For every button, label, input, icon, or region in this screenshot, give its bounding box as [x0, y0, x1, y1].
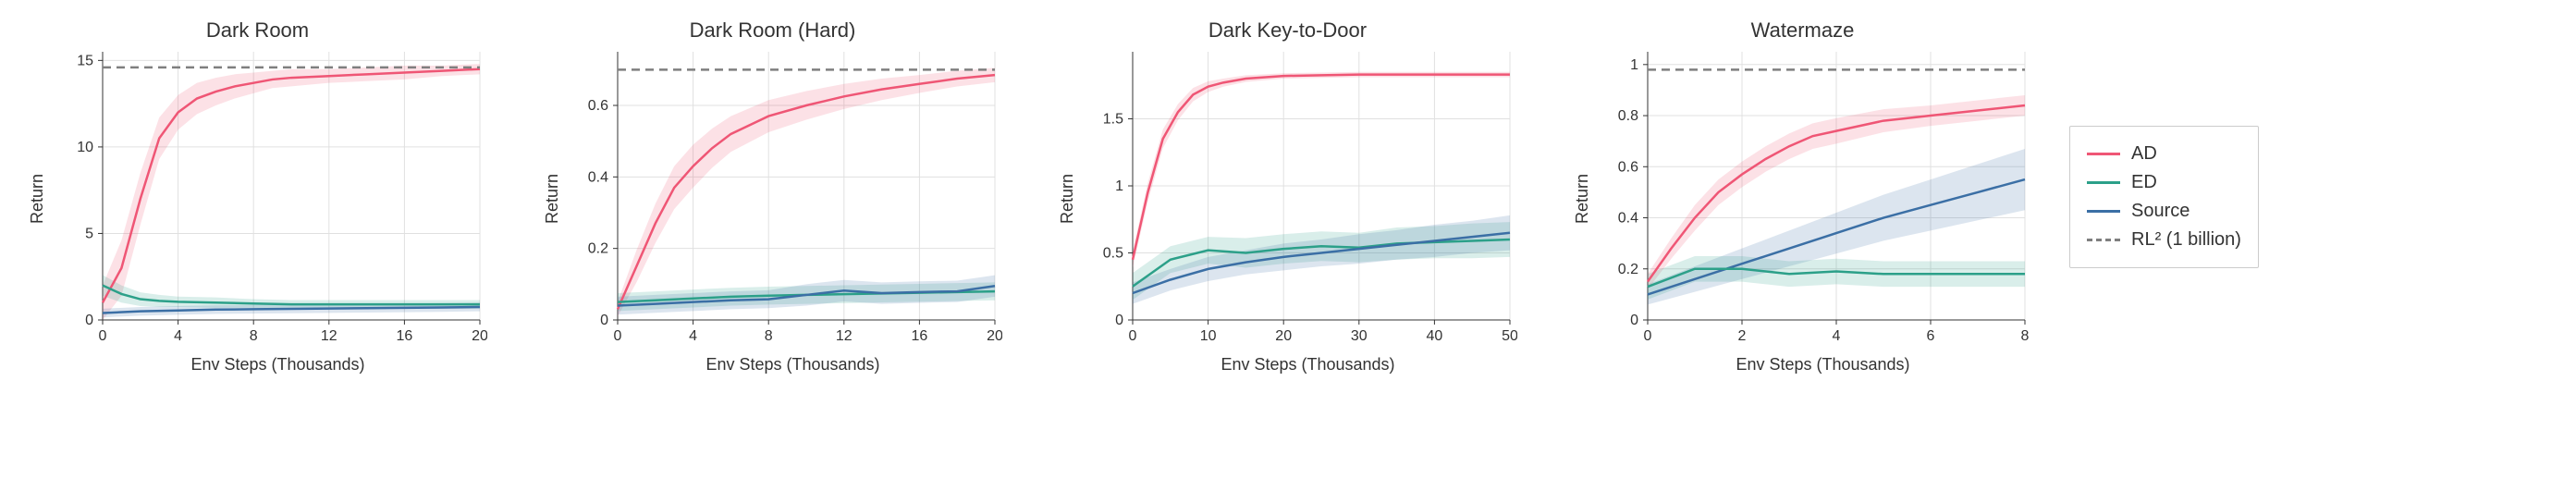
legend-swatch — [2087, 210, 2120, 213]
y-tick-label: 0.2 — [588, 241, 608, 257]
x-tick-label: 30 — [1351, 328, 1368, 344]
x-tick-label: 2 — [1738, 328, 1747, 344]
x-tick-label: 16 — [397, 328, 413, 344]
series-line-ad — [103, 69, 480, 303]
series-band-ad — [103, 64, 480, 320]
y-axis-label: Return — [28, 174, 47, 224]
x-tick-label: 8 — [250, 328, 258, 344]
x-tick-label: 12 — [321, 328, 337, 344]
x-tick-label: 4 — [174, 328, 182, 344]
y-tick-label: 0.5 — [1103, 246, 1123, 262]
chart-dark-room-hard: Dark Room (Hard) Return 0 4 8 12 16 20 0 0.2 0.4 0.… — [543, 18, 1002, 375]
y-tick-label: 0 — [1115, 313, 1123, 328]
legend-swatch — [2087, 153, 2120, 155]
charts-row: Dark RoomReturn048121620051015Env Steps … — [28, 18, 2032, 375]
legend-item-ed: ED — [2087, 168, 2241, 197]
chart-svg: 0 2 4 6 8 0 0.2 0.4 0.6 0.8 1 — [1598, 46, 2032, 351]
x-tick-label: 20 — [987, 328, 1002, 344]
y-tick-label: 15 — [77, 53, 93, 68]
x-tick-label: 0 — [1644, 328, 1652, 344]
x-tick-label: 4 — [689, 328, 697, 344]
x-axis-label: Env Steps (Thousands) — [68, 355, 487, 375]
x-tick-label: 10 — [1200, 328, 1217, 344]
y-tick-label: 1 — [1115, 178, 1123, 194]
x-tick-label: 8 — [765, 328, 773, 344]
legend-swatch — [2087, 239, 2120, 241]
y-axis-label: Return — [1573, 174, 1592, 224]
y-axis-label: Return — [1058, 174, 1077, 224]
legend: AD ED Source RL² (1 billion) — [2069, 126, 2259, 268]
x-tick-label: 0 — [614, 328, 622, 344]
legend-label: AD — [2131, 143, 2157, 165]
legend-item-rl2: RL² (1 billion) — [2087, 226, 2241, 254]
x-tick-label: 6 — [1927, 328, 1935, 344]
x-tick-label: 40 — [1427, 328, 1443, 344]
y-tick-label: 1 — [1630, 57, 1638, 73]
x-tick-label: 12 — [836, 328, 853, 344]
legend-label: Source — [2131, 201, 2190, 222]
x-tick-label: 0 — [1129, 328, 1137, 344]
y-tick-label: 0.4 — [1618, 211, 1638, 227]
x-tick-label: 4 — [1833, 328, 1841, 344]
chart-title: Dark Room (Hard) — [543, 18, 1002, 43]
chart-title: Dark Room — [28, 18, 487, 43]
x-tick-label: 8 — [2021, 328, 2030, 344]
y-axis-label: Return — [543, 174, 562, 224]
x-axis-label: Env Steps (Thousands) — [1098, 355, 1517, 375]
legend-item-ad: AD — [2087, 140, 2241, 168]
chart-svg: 0 4 8 12 16 20 0 0.2 0.4 0.6 — [568, 46, 1002, 351]
x-tick-label: 16 — [912, 328, 928, 344]
chart-svg: 0 10 20 30 40 50 0 0.5 1 1.5 — [1083, 46, 1517, 351]
x-tick-label: 20 — [1275, 328, 1292, 344]
x-axis-label: Env Steps (Thousands) — [1613, 355, 2032, 375]
chart-title: Dark Key-to-Door — [1058, 18, 1517, 43]
x-axis-label: Env Steps (Thousands) — [583, 355, 1002, 375]
x-tick-label: 50 — [1502, 328, 1517, 344]
y-tick-label: 0.6 — [1618, 159, 1638, 175]
x-tick-label: 0 — [99, 328, 107, 344]
y-tick-label: 0 — [1630, 313, 1638, 328]
y-tick-label: 0 — [600, 313, 608, 328]
chart-dark-key-to-door: Dark Key-to-Door Return 0 10 20 30 40 50 0 0.5 1 1.… — [1058, 18, 1517, 375]
chart-dark-room: Dark Room Return 0 4 8 12 16 20 0 5 10 15 Env Steps … — [28, 18, 487, 375]
legend-swatch — [2087, 181, 2120, 184]
y-tick-label: 10 — [77, 140, 93, 155]
y-tick-label: 0 — [85, 313, 93, 328]
legend-item-source: Source — [2087, 197, 2241, 226]
legend-label: RL² (1 billion) — [2131, 229, 2241, 251]
y-tick-label: 0.4 — [588, 169, 608, 185]
y-tick-label: 0.8 — [1618, 108, 1638, 124]
x-tick-label: 20 — [472, 328, 487, 344]
legend-label: ED — [2131, 172, 2157, 193]
chart-watermaze: Watermaze Return 0 2 4 6 8 0 0.2 0.4 0.6 0.8 1 Env St… — [1573, 18, 2032, 375]
y-tick-label: 0.6 — [588, 98, 608, 114]
y-tick-label: 1.5 — [1103, 112, 1123, 128]
chart-svg: 0 4 8 12 16 20 0 5 10 15 — [53, 46, 487, 351]
y-tick-label: 0.2 — [1618, 262, 1638, 277]
y-tick-label: 5 — [85, 226, 93, 241]
chart-title: Watermaze — [1573, 18, 2032, 43]
